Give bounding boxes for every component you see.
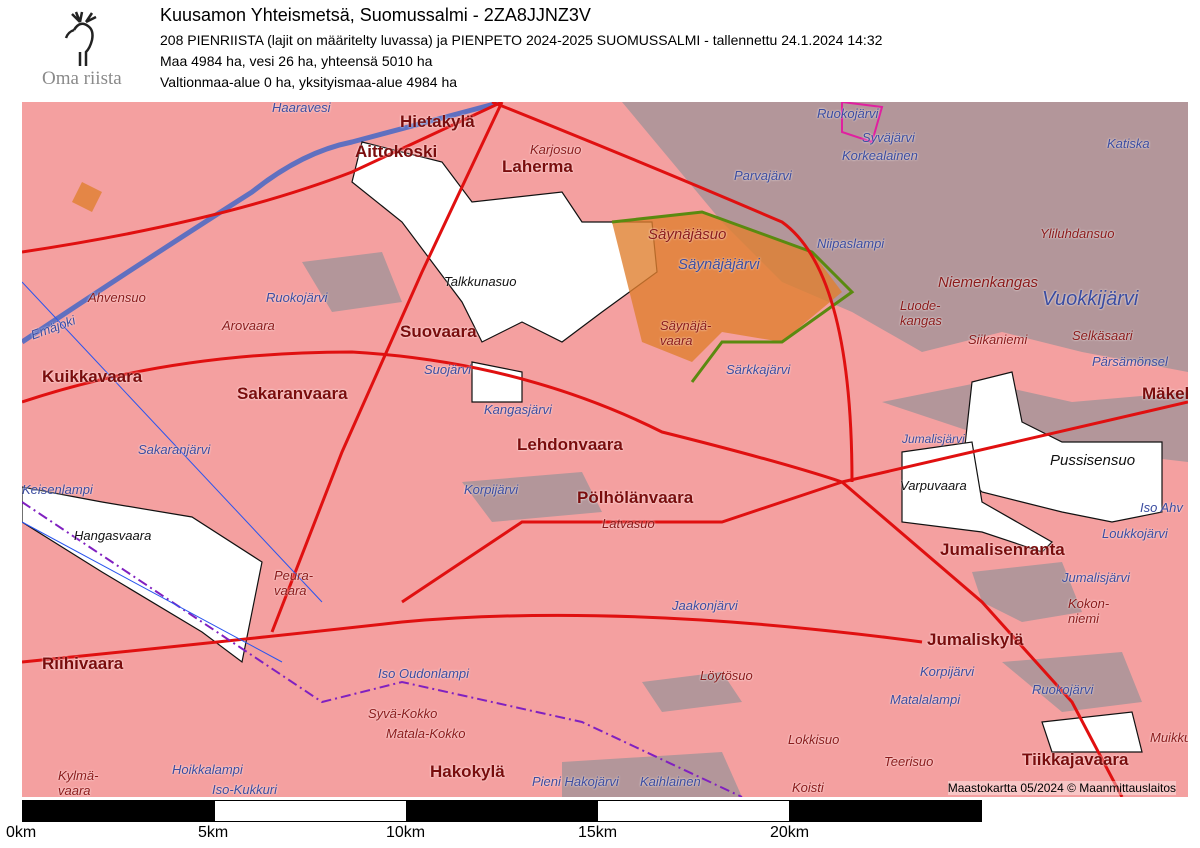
place-label: Keisenlampi — [22, 482, 93, 497]
place-label: Sakaranjärvi — [138, 442, 211, 457]
place-label: Suovaara — [400, 322, 477, 341]
place-label: Ruokojärvi — [817, 106, 879, 121]
place-label: Kangasjärvi — [484, 402, 552, 417]
place-label: Syväjärvi — [862, 130, 915, 145]
place-label: Iso-Kukkuri — [212, 782, 278, 797]
map-credit: Maastokartta 05/2024 © Maanmittauslaitos — [947, 781, 1176, 795]
place-label: Kylmä-vaara — [58, 768, 99, 797]
page-title: Kuusamon Yhteismetsä, Suomussalmi - 2ZA8… — [160, 5, 591, 25]
place-label: Matala-Kokko — [386, 726, 466, 741]
scale-label: 20km — [770, 824, 810, 841]
place-label: Säynäjä-vaara — [660, 318, 712, 348]
place-label: Iso Oudonlampi — [378, 666, 470, 681]
place-label: Siikaniemi — [968, 332, 1028, 347]
place-label: Karjosuo — [530, 142, 582, 157]
scale-label: 5km — [198, 824, 229, 841]
place-label: Ahvensuo — [88, 290, 146, 305]
moose-logo-icon — [40, 8, 140, 90]
place-label: Matalalampi — [890, 692, 961, 707]
place-label: Tiikkajavaara — [1022, 750, 1129, 769]
scale-label: 10km — [386, 824, 426, 841]
place-label: Talkkunasuo — [444, 274, 517, 289]
place-label: Kokon-niemi — [1068, 596, 1110, 626]
place-label: Säynäjäsuo — [648, 226, 727, 243]
place-label: Säynäjäjärvi — [678, 256, 760, 273]
place-label: Laherma — [502, 157, 573, 176]
place-label: Vuokkijärvi — [1042, 288, 1139, 310]
place-label: Varpuvaara — [900, 478, 967, 493]
place-label: Yliluhdansuo — [1040, 226, 1115, 241]
place-label: Teerisuo — [884, 754, 934, 769]
place-label: Pussisensuo — [1050, 452, 1136, 469]
place-label: Koisti — [792, 780, 824, 795]
area-line: Maa 4984 ha, vesi 26 ha, yhteensä 5010 h… — [160, 53, 433, 69]
place-label: Jumalisenranta — [940, 540, 1065, 559]
place-label: Ruokojärvi — [266, 290, 328, 305]
lakes — [302, 102, 1188, 797]
place-label: Kuikkavaara — [42, 367, 143, 386]
place-label: Särkkajärvi — [726, 362, 791, 377]
place-label: Aittokoski — [355, 142, 438, 161]
roads — [22, 102, 1188, 797]
logo-text: Oma riista — [42, 68, 122, 89]
scale-label: 15km — [578, 824, 618, 841]
scale-bar — [22, 800, 982, 822]
hunting-areas — [22, 141, 1163, 753]
place-label: Muikku — [1150, 730, 1188, 745]
place-label: Jumaliskylä — [927, 630, 1024, 649]
place-label: Riihivaara — [42, 654, 124, 673]
place-label: Niipaslampi — [817, 236, 885, 251]
place-label: Niemenkangas — [938, 274, 1039, 291]
place-label: Korkealainen — [842, 148, 918, 163]
place-label: Hangasvaara — [74, 528, 152, 543]
place-label: Hietakylä — [400, 112, 475, 131]
place-label: Hakokylä — [430, 762, 505, 781]
place-label: Lokkisuo — [788, 732, 840, 747]
place-label: Pieni Hakojärvi — [532, 774, 619, 789]
place-label: Latvasuo — [602, 516, 655, 531]
place-label: Arovaara — [222, 318, 275, 333]
place-label: Ruokojärvi — [1032, 682, 1094, 697]
ownership-line: Valtionmaa-alue 0 ha, yksityismaa-alue 4… — [160, 74, 458, 90]
map-view[interactable]: Hietakylä Aittokoski Laherma Suovaara Ku… — [22, 102, 1188, 797]
place-label: Suojärvi — [424, 362, 471, 377]
place-label: Löytösuo — [700, 668, 753, 683]
place-label: Korpijärvi — [920, 664, 975, 679]
place-label: Hoikkalampi — [172, 762, 243, 777]
place-label: Jumalisjärvi — [1062, 570, 1130, 585]
place-label: Korpijärvi — [464, 482, 519, 497]
place-label: Pärsämönsel — [1092, 354, 1168, 369]
scale-label: 0km — [6, 824, 37, 841]
place-label: Syvä-Kokko — [368, 706, 438, 721]
place-label: Peura-vaara — [274, 568, 314, 598]
place-label: Loukkojärvi — [1102, 526, 1168, 541]
place-label: Iso Ahv — [1140, 500, 1183, 515]
place-label: Haaravesi — [272, 102, 331, 115]
place-label: Jumalisjärvi — [902, 432, 965, 446]
place-label: Luode-kangas — [900, 298, 942, 328]
place-label: Parvajärvi — [734, 168, 792, 183]
place-label: Kaihlainen — [640, 774, 701, 789]
place-label: Sakaranvaara — [237, 384, 348, 403]
place-label: Selkäsaari — [1072, 328, 1133, 343]
place-label: Pölhölänvaara — [577, 488, 694, 507]
place-label: Katiska — [1107, 136, 1150, 151]
place-label: Jaakonjärvi — [672, 598, 738, 613]
map-graphics — [22, 102, 1188, 797]
place-label: Lehdonvaara — [517, 435, 623, 454]
permit-line: 208 PIENRIISTA (lajit on määritelty luva… — [160, 32, 883, 48]
place-label: Mäkelä — [1142, 384, 1188, 403]
